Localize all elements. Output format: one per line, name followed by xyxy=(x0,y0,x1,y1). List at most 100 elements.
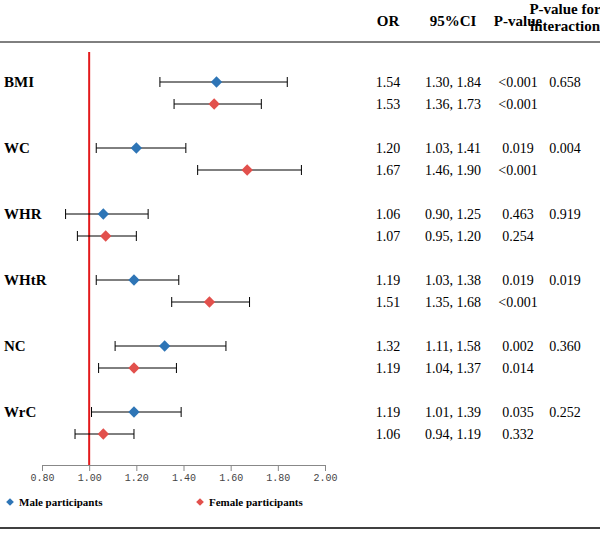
tick-label: 1.60 xyxy=(219,473,243,484)
ci-label: 1.11, 1.58 xyxy=(425,339,480,354)
legend-label: Female participants xyxy=(209,496,304,508)
error-cap xyxy=(98,363,99,373)
category-label: WHR xyxy=(4,206,42,222)
tick: 1.60 xyxy=(219,465,243,484)
p-label: 0.254 xyxy=(502,229,534,244)
point xyxy=(131,142,142,153)
tick-label: 2.00 xyxy=(313,473,337,484)
tick: 1.20 xyxy=(125,465,149,484)
tick-mark xyxy=(278,465,279,471)
category-label: WrC xyxy=(4,404,36,420)
point xyxy=(128,274,139,285)
p-label: <0.001 xyxy=(498,163,537,178)
ci-label: 0.90, 1.25 xyxy=(425,207,481,222)
ci-label: 1.35, 1.68 xyxy=(425,295,481,310)
p-label: 0.014 xyxy=(502,361,534,376)
or-label: 1.53 xyxy=(376,97,401,112)
legend-item: Female participants xyxy=(196,496,303,508)
column-header: OR xyxy=(377,13,400,29)
error-cap xyxy=(91,407,92,417)
interaction-p-label: 0.658 xyxy=(549,75,581,90)
legend-swatch xyxy=(196,498,204,506)
point xyxy=(209,98,220,109)
error-cap xyxy=(96,143,97,153)
tick: 1.00 xyxy=(78,465,102,484)
bottom-rule xyxy=(0,527,600,529)
error-cap xyxy=(249,297,250,307)
column-header: 95%CI xyxy=(430,13,477,29)
ci-label: 0.95, 1.20 xyxy=(425,229,481,244)
column-header: P-value forinteraction xyxy=(529,1,600,34)
error-cap xyxy=(77,231,78,241)
p-label: 0.332 xyxy=(502,427,534,442)
interaction-p-label: 0.019 xyxy=(549,273,581,288)
error-cap xyxy=(148,209,149,219)
ci-label: 1.36, 1.73 xyxy=(425,97,481,112)
or-label: 1.67 xyxy=(376,163,401,178)
or-label: 1.54 xyxy=(376,75,401,90)
p-label: 0.019 xyxy=(502,273,534,288)
error-cap xyxy=(174,99,175,109)
or-label: 1.06 xyxy=(376,207,401,222)
tick-label: 0.80 xyxy=(30,473,54,484)
point xyxy=(128,362,139,373)
ci-label: 1.04, 1.37 xyxy=(425,361,481,376)
error-cap xyxy=(261,99,262,109)
or-label: 1.07 xyxy=(376,229,401,244)
legend-label: Male participants xyxy=(19,496,103,508)
or-label: 1.06 xyxy=(376,427,401,442)
error-cap xyxy=(178,275,179,285)
interaction-p-label: 0.004 xyxy=(549,141,581,156)
point xyxy=(128,406,139,417)
category-label: WHtR xyxy=(4,272,47,288)
point xyxy=(211,76,222,87)
ci-label: 1.30, 1.84 xyxy=(425,75,481,90)
category-label: BMI xyxy=(4,74,34,90)
or-label: 1.19 xyxy=(376,405,401,420)
error-cap xyxy=(96,275,97,285)
tick-mark xyxy=(184,465,185,471)
tick: 1.80 xyxy=(266,465,290,484)
p-label: <0.001 xyxy=(498,75,537,90)
ci-label: 1.03, 1.41 xyxy=(425,141,481,156)
point xyxy=(98,428,109,439)
p-label: 0.463 xyxy=(502,207,534,222)
error-cap xyxy=(301,165,302,175)
point xyxy=(98,208,109,219)
tick-label: 1.00 xyxy=(78,473,102,484)
p-label: 0.019 xyxy=(502,141,534,156)
tick-mark xyxy=(136,465,137,471)
category-label: WC xyxy=(4,140,30,156)
tick: 0.80 xyxy=(30,465,54,484)
error-cap xyxy=(75,429,76,439)
tick-label: 1.40 xyxy=(172,473,196,484)
p-label: <0.001 xyxy=(498,97,537,112)
error-cap xyxy=(287,77,288,87)
interaction-p-label: 0.919 xyxy=(549,207,581,222)
category-label: NC xyxy=(4,338,26,354)
tick-mark xyxy=(89,465,90,471)
interaction-p-label: 0.252 xyxy=(549,405,581,420)
tick-label: 1.20 xyxy=(125,473,149,484)
header-rule xyxy=(0,42,600,43)
or-label: 1.51 xyxy=(376,295,401,310)
p-label: 0.002 xyxy=(502,339,534,354)
or-label: 1.32 xyxy=(376,339,401,354)
error-bar xyxy=(160,82,287,83)
error-cap xyxy=(225,341,226,351)
error-cap xyxy=(185,143,186,153)
error-cap xyxy=(136,231,137,241)
legend-swatch xyxy=(6,498,14,506)
tick-mark xyxy=(42,465,43,471)
chart: OR95%CIP-valueP-value forinteraction0.80… xyxy=(0,0,600,537)
point xyxy=(159,340,170,351)
error-cap xyxy=(65,209,66,219)
point xyxy=(242,164,253,175)
error-cap xyxy=(197,165,198,175)
p-label: <0.001 xyxy=(498,295,537,310)
point xyxy=(204,296,215,307)
reference-line xyxy=(88,52,90,465)
ci-label: 1.46, 1.90 xyxy=(425,163,481,178)
tick: 2.00 xyxy=(313,465,337,484)
ci-label: 1.01, 1.39 xyxy=(425,405,481,420)
